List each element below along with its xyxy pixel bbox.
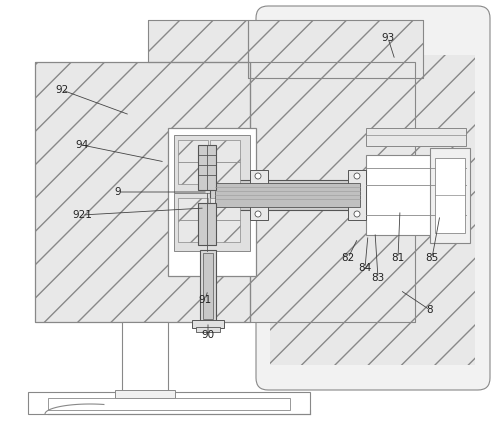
Bar: [430, 148, 470, 243]
Bar: [210, 220, 240, 242]
Bar: [270, 55, 475, 365]
Bar: [28, 392, 310, 414]
Circle shape: [354, 211, 360, 217]
Text: 90: 90: [201, 330, 215, 340]
Bar: [35, 62, 250, 322]
Bar: [178, 220, 208, 242]
Bar: [210, 198, 240, 220]
Bar: [366, 128, 466, 146]
Bar: [148, 20, 248, 62]
Bar: [210, 162, 240, 184]
Bar: [168, 128, 256, 276]
Text: 83: 83: [371, 273, 384, 283]
Bar: [348, 170, 366, 220]
Bar: [210, 180, 365, 210]
FancyBboxPatch shape: [256, 6, 490, 390]
Text: 82: 82: [341, 253, 355, 263]
Circle shape: [255, 173, 261, 179]
Bar: [192, 320, 224, 328]
Bar: [366, 155, 466, 235]
Bar: [178, 162, 208, 184]
Text: 9: 9: [115, 187, 121, 197]
Bar: [203, 253, 213, 319]
Text: 93: 93: [382, 33, 395, 43]
Bar: [210, 140, 240, 162]
Bar: [178, 198, 208, 220]
Bar: [148, 20, 248, 62]
Text: 921: 921: [72, 210, 92, 220]
Text: 91: 91: [198, 295, 212, 305]
Bar: [248, 20, 423, 78]
Text: 94: 94: [76, 140, 88, 150]
Bar: [250, 170, 268, 220]
Bar: [198, 203, 216, 245]
Bar: [215, 183, 360, 207]
Circle shape: [354, 173, 360, 179]
Bar: [122, 322, 168, 392]
Bar: [174, 135, 250, 193]
Text: 84: 84: [358, 263, 372, 273]
Text: 85: 85: [425, 253, 438, 263]
Bar: [178, 140, 208, 162]
Bar: [48, 398, 290, 410]
Bar: [200, 250, 216, 322]
Text: 81: 81: [391, 253, 405, 263]
Bar: [248, 20, 423, 78]
Text: 92: 92: [55, 85, 69, 95]
Text: 8: 8: [427, 305, 434, 315]
Bar: [250, 62, 415, 322]
Bar: [35, 62, 250, 322]
Bar: [174, 193, 250, 251]
Bar: [435, 158, 465, 233]
Bar: [198, 145, 216, 190]
Bar: [196, 327, 220, 332]
Bar: [115, 390, 175, 398]
Bar: [250, 62, 415, 322]
Circle shape: [255, 211, 261, 217]
